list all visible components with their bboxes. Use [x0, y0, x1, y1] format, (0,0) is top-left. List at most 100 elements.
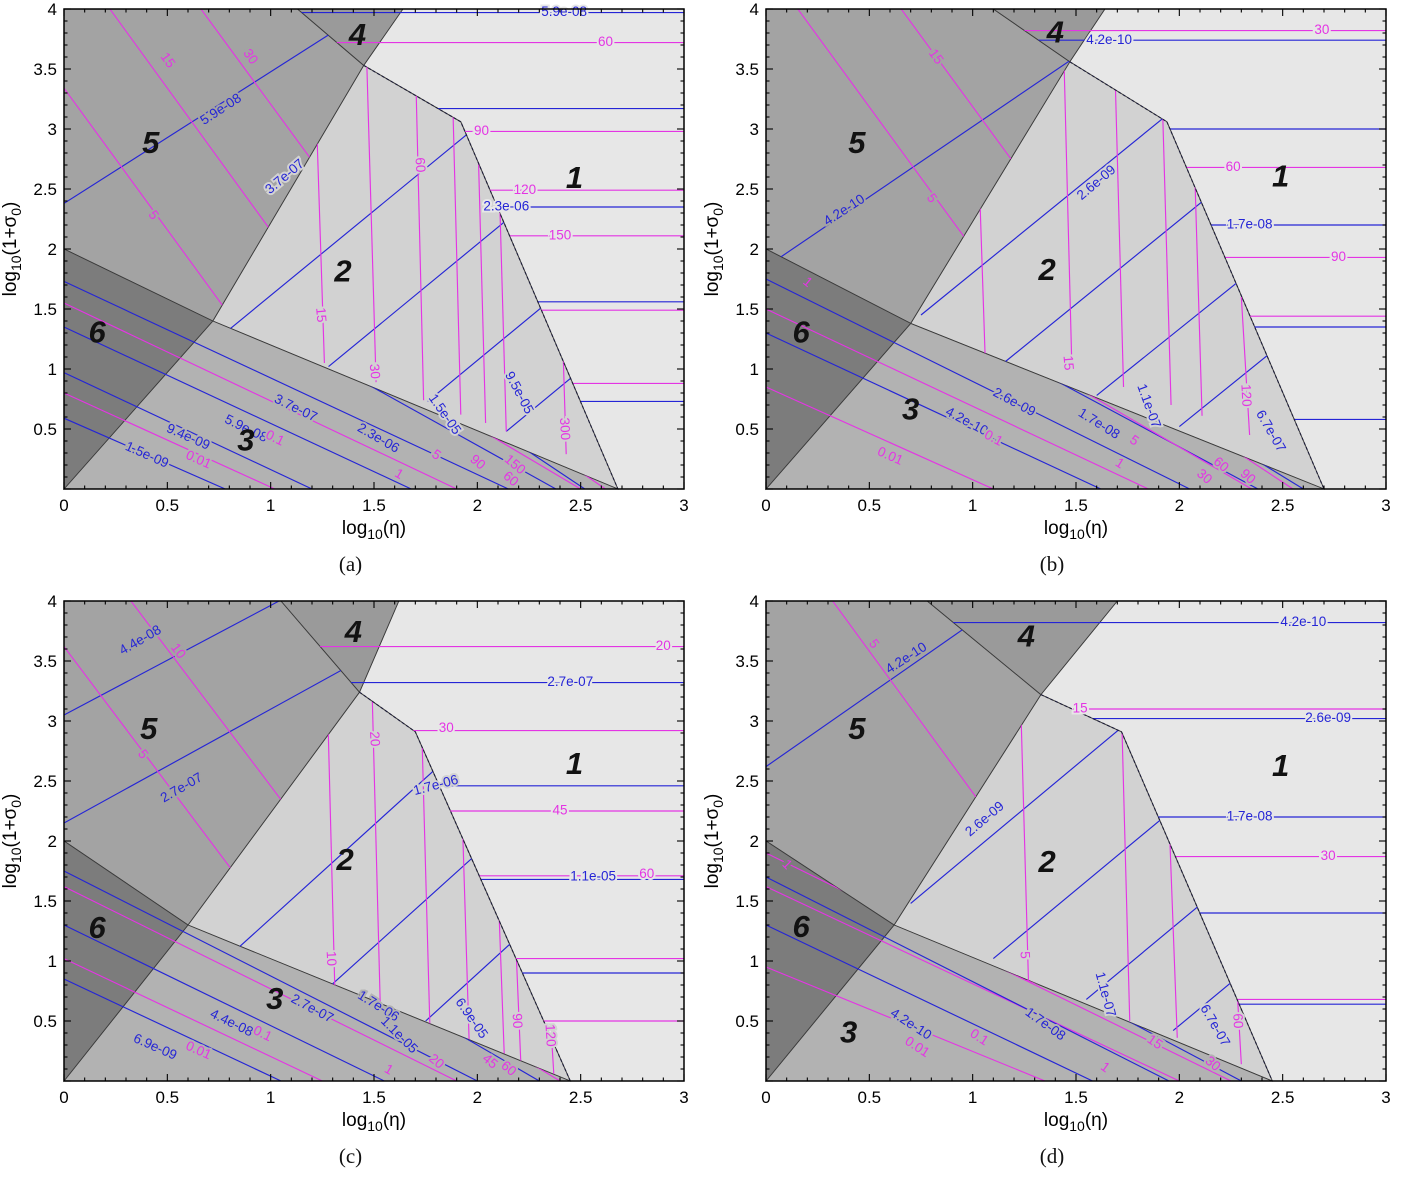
svg-text:2: 2	[1037, 844, 1055, 879]
svg-text:4: 4	[348, 17, 366, 52]
panel-b-caption: (b)	[1039, 552, 1065, 576]
svg-text:5: 5	[1017, 951, 1032, 959]
svg-text:1.5: 1.5	[1064, 496, 1088, 515]
svg-text:4: 4	[749, 592, 758, 611]
svg-text:1: 1	[1271, 159, 1288, 194]
svg-text:2: 2	[749, 240, 758, 259]
svg-text:2.5: 2.5	[33, 180, 57, 199]
panel-a: 5.9e-08 15 30 5 5.9e-08 60 90 120 2.3e-06 150 3.7e…	[0, 0, 701, 592]
svg-text:1: 1	[749, 360, 758, 379]
svg-text:4: 4	[749, 0, 758, 19]
svg-text:0.5: 0.5	[735, 1012, 759, 1031]
svg-text:3: 3	[1381, 496, 1390, 515]
svg-text:0.5: 0.5	[857, 496, 881, 515]
svg-text:90: 90	[510, 1013, 526, 1029]
svg-text:2.3e-06: 2.3e-06	[483, 199, 529, 214]
svg-text:log10(1+σ0): log10(1+σ0)	[702, 794, 726, 889]
svg-text:1.5: 1.5	[362, 496, 386, 515]
svg-text:3: 3	[48, 712, 57, 731]
svg-text:6: 6	[88, 910, 106, 945]
svg-text:1.5: 1.5	[33, 300, 57, 319]
svg-text:3.5: 3.5	[33, 60, 57, 79]
svg-text:4: 4	[48, 0, 57, 19]
svg-text:1.5: 1.5	[735, 300, 759, 319]
svg-text:0: 0	[59, 496, 68, 515]
svg-text:1: 1	[266, 496, 275, 515]
svg-text:3.5: 3.5	[735, 652, 759, 671]
panel-d: 5 4.2e-10 1 4.2e-10 15 2.6e-09 1.7e-08 30 2.6e-0…	[701, 592, 1403, 1184]
svg-text:90: 90	[1330, 249, 1345, 264]
panel-a-caption: (a)	[338, 552, 363, 576]
panel-c: 4.4e-08 10 2.7e-07 5 20 2.7e-07 30 1.7e-06 45 1.1…	[0, 592, 701, 1184]
svg-text:3: 3	[266, 981, 283, 1016]
svg-text:60: 60	[598, 34, 613, 49]
svg-text:2.5: 2.5	[735, 772, 759, 791]
svg-text:3: 3	[48, 120, 57, 139]
svg-text:1.5: 1.5	[1064, 1088, 1088, 1107]
svg-text:6: 6	[792, 315, 810, 350]
svg-text:1.5: 1.5	[33, 892, 57, 911]
svg-text:15: 15	[1060, 355, 1076, 371]
svg-text:5: 5	[848, 125, 866, 160]
svg-text:3.5: 3.5	[735, 60, 759, 79]
svg-text:1: 1	[566, 746, 583, 781]
svg-text:120: 120	[514, 182, 537, 197]
svg-text:2.5: 2.5	[1270, 1088, 1294, 1107]
svg-text:20: 20	[656, 638, 671, 653]
svg-text:20: 20	[367, 731, 383, 747]
svg-text:1: 1	[48, 952, 57, 971]
svg-text:0.5: 0.5	[156, 496, 180, 515]
svg-text:2.5: 2.5	[569, 1088, 593, 1107]
svg-text:1: 1	[967, 1088, 976, 1107]
svg-text:4: 4	[1045, 15, 1063, 50]
svg-text:4: 4	[1016, 619, 1034, 654]
panel-b-chart: 154.2e-10 51304.2e-10601.7e-08902.6e-0915…	[702, 0, 1391, 542]
svg-text:1.5: 1.5	[735, 892, 759, 911]
svg-text:2: 2	[48, 240, 57, 259]
svg-text:0.5: 0.5	[735, 420, 759, 439]
svg-text:120: 120	[1238, 384, 1254, 407]
svg-text:120: 120	[543, 1024, 559, 1047]
svg-text:2.7e-07: 2.7e-07	[547, 674, 593, 689]
svg-text:3: 3	[840, 1015, 857, 1050]
svg-text:1: 1	[266, 1088, 275, 1107]
panel-c-chart: 4.4e-08 102.7e-075202.7e-07301.7e-06451.1…	[0, 592, 689, 1134]
svg-text:0: 0	[59, 1088, 68, 1107]
svg-text:1: 1	[1271, 748, 1288, 783]
svg-text:log10(η): log10(η)	[1043, 1110, 1107, 1134]
svg-text:1: 1	[566, 160, 583, 195]
panel-d-chart: 5 4.2e-1014.2e-10152.6e-091.7e-08302.6e-0…	[702, 592, 1391, 1134]
svg-text:2: 2	[48, 832, 57, 851]
svg-text:log10(1+σ0): log10(1+σ0)	[0, 794, 24, 889]
svg-text:5.9e-08: 5.9e-08	[541, 4, 587, 19]
svg-text:6: 6	[88, 315, 106, 350]
svg-text:3: 3	[1381, 1088, 1390, 1107]
svg-text:2.5: 2.5	[735, 180, 759, 199]
svg-text:0: 0	[761, 496, 770, 515]
svg-text:0: 0	[761, 1088, 770, 1107]
svg-text:log10(η): log10(η)	[1043, 518, 1107, 542]
panel-c-caption: (c)	[338, 1144, 363, 1168]
svg-text:2.6e-09: 2.6e-09	[1305, 710, 1351, 725]
svg-text:2: 2	[1037, 252, 1055, 287]
svg-text:log10(η): log10(η)	[342, 1110, 406, 1134]
svg-text:2: 2	[1174, 496, 1183, 515]
svg-text:15: 15	[1072, 701, 1087, 716]
svg-text:2.5: 2.5	[569, 496, 593, 515]
svg-text:2: 2	[333, 253, 351, 288]
svg-text:log10(η): log10(η)	[342, 518, 406, 542]
svg-text:0.5: 0.5	[33, 1012, 57, 1031]
svg-text:log10(1+σ0): log10(1+σ0)	[0, 202, 24, 297]
svg-text:5: 5	[140, 711, 158, 746]
svg-text:1.5: 1.5	[362, 1088, 386, 1107]
svg-text:2: 2	[473, 496, 482, 515]
svg-text:4.2e-10: 4.2e-10	[1086, 32, 1132, 47]
panel-d-caption: (d)	[1039, 1144, 1065, 1168]
svg-text:60: 60	[639, 866, 654, 881]
svg-text:150: 150	[549, 227, 572, 242]
svg-text:30: 30	[439, 720, 454, 735]
svg-text:30: 30	[1320, 848, 1335, 863]
svg-text:4: 4	[344, 614, 362, 649]
